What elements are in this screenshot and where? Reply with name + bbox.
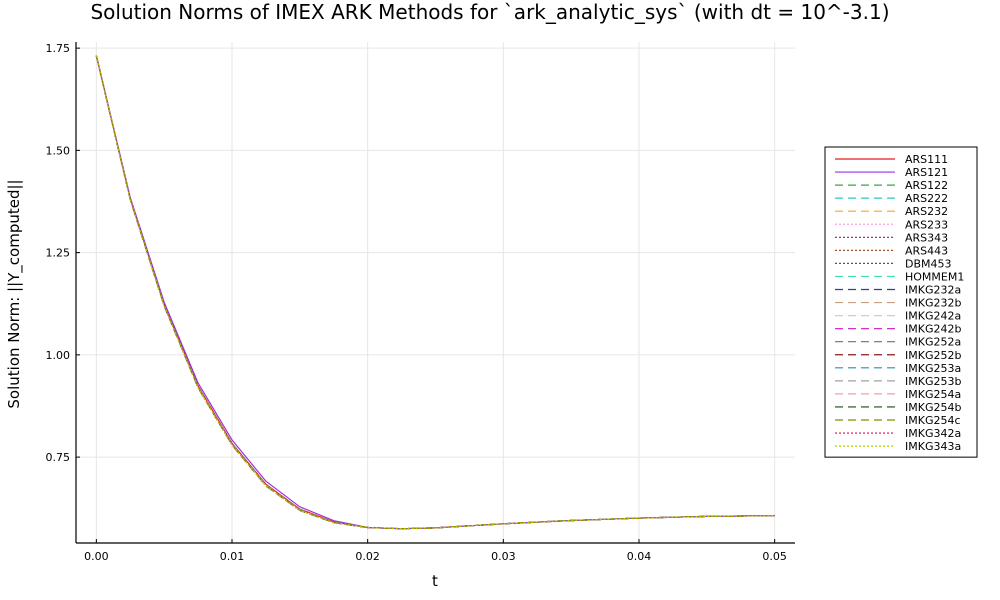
legend-entry: IMKG242a <box>905 310 961 323</box>
legend-entry: ARS222 <box>905 192 948 205</box>
x-tick-label: 0.02 <box>355 550 380 563</box>
axes: 0.00 0.01 0.02 0.03 0.04 0.05 0.75 1.00 1.25 1.50… <box>46 42 795 563</box>
legend-entry: IMKG232a <box>905 284 961 297</box>
series-line-imkg342a <box>95 55 775 530</box>
series-line-ars111 <box>95 55 775 530</box>
legend-entry: IMKG253a <box>905 362 961 375</box>
series-line-ars343 <box>95 55 775 530</box>
x-tick-label: 0.03 <box>491 550 516 563</box>
series-line-ars233 <box>95 55 775 530</box>
legend: ARS111ARS121ARS122ARS222ARS232ARS233ARS3… <box>824 146 978 458</box>
legend-entry: IMKG343a <box>905 440 961 453</box>
grid <box>76 42 795 543</box>
chart-title: Solution Norms of IMEX ARK Methods for `… <box>90 0 889 24</box>
legend-entry: ARS122 <box>905 179 948 192</box>
legend-entry: ARS443 <box>905 244 948 257</box>
legend-entry: IMKG342a <box>905 427 961 440</box>
series-line-ars232 <box>95 55 775 530</box>
series-line-imkg242b <box>95 55 775 530</box>
series-line-imkg253b <box>95 55 775 530</box>
series-line-hommem1 <box>95 55 775 530</box>
plot-lines <box>95 55 775 530</box>
series-line-imkg252b <box>95 55 775 530</box>
series-line-dbm453 <box>95 55 775 530</box>
legend-entry: IMKG254b <box>905 401 961 414</box>
series-line-ars222 <box>95 55 775 530</box>
legend-entry: DBM453 <box>905 257 952 270</box>
y-tick-label: 1.25 <box>46 247 71 260</box>
legend-entry: ARS232 <box>905 205 948 218</box>
series-line-ars122 <box>95 55 775 530</box>
series-line-ars443 <box>95 55 775 530</box>
legend-entry: ARS343 <box>905 231 948 244</box>
legend-entry: IMKG253b <box>905 375 961 388</box>
series-line-imkg252a <box>95 55 775 530</box>
y-tick-label: 1.75 <box>46 42 71 55</box>
series-line-imkg253a <box>95 55 775 530</box>
series-line-imkg232b <box>95 55 775 530</box>
x-axis-label: t <box>432 572 438 590</box>
legend-entry: HOMMEM1 <box>905 270 964 283</box>
y-tick-label: 0.75 <box>46 451 71 464</box>
series-line-ars121 <box>95 55 775 530</box>
x-tick-label: 0.00 <box>84 550 109 563</box>
series-line-imkg254a <box>95 55 775 530</box>
legend-entry: IMKG232b <box>905 297 961 310</box>
legend-entry: ARS121 <box>905 166 948 179</box>
series-line-imkg343a <box>95 55 775 530</box>
x-tick-label: 0.05 <box>762 550 787 563</box>
legend-entry: ARS233 <box>905 218 948 231</box>
series-line-imkg232a <box>95 55 775 530</box>
legend-entry: IMKG242b <box>905 323 961 336</box>
y-axis-label: Solution Norm: ||Y_computed|| <box>5 179 24 408</box>
y-tick-label: 1.50 <box>46 144 71 157</box>
legend-entry: ARS111 <box>905 153 948 166</box>
legend-entry: IMKG252a <box>905 336 961 349</box>
legend-entry: IMKG254a <box>905 388 961 401</box>
legend-entry: IMKG252b <box>905 349 961 362</box>
series-line-imkg254b <box>95 55 775 530</box>
legend-entry: IMKG254c <box>905 414 961 427</box>
y-tick-label: 1.00 <box>46 349 71 362</box>
x-tick-label: 0.01 <box>220 550 245 563</box>
series-line-imkg242a <box>95 55 775 530</box>
series-line-imkg254c <box>95 55 775 530</box>
x-tick-label: 0.04 <box>627 550 652 563</box>
